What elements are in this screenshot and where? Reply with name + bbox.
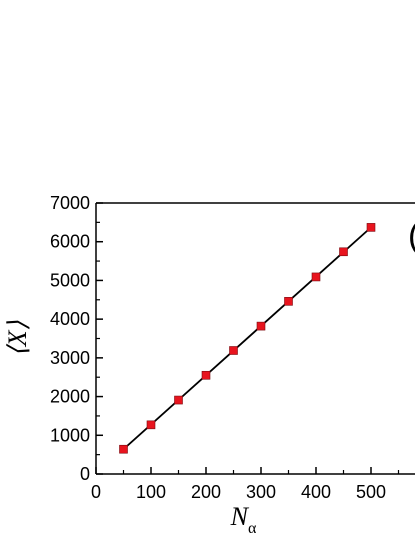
- x-axis-title: Nα: [230, 502, 257, 537]
- tick-labels: 0 100 200 300 400 500010002000300040005000600…: [50, 193, 386, 502]
- x-tick-label: 200: [191, 482, 221, 502]
- x-tick-label: 0: [91, 482, 101, 502]
- y-tick-label: 7000: [50, 193, 90, 213]
- x-axis-title-subscript: α: [248, 520, 257, 537]
- x-axis-title-main: N: [230, 502, 250, 531]
- data-point: [201, 370, 211, 380]
- x-tick-label: 500: [356, 482, 386, 502]
- ticks: [95, 202, 400, 475]
- y-tick-label: 0: [80, 464, 90, 484]
- plot-area: 0 100 200 300 400 500010002000300040005000600…: [50, 193, 415, 502]
- y-tick-label: 1000: [50, 425, 90, 445]
- y-tick-label: 3000: [50, 348, 90, 368]
- y-tick-label: 2000: [50, 387, 90, 407]
- x-tick-label: 100: [136, 482, 166, 502]
- fit-line: [122, 226, 372, 450]
- data-point: [311, 272, 321, 282]
- data-points: [119, 223, 376, 454]
- data-point: [119, 444, 128, 454]
- data-point: [284, 297, 293, 306]
- y-tick-label: 6000: [50, 232, 90, 252]
- data-point: [229, 346, 238, 355]
- x-tick-label: 300: [246, 482, 276, 502]
- data-point: [256, 321, 266, 331]
- x-tick-label: 400: [301, 482, 331, 502]
- data-point: [146, 420, 156, 430]
- y-axis-title: ⟨X⟩: [3, 320, 32, 356]
- y-tick-label: 5000: [50, 270, 90, 290]
- data-point: [174, 395, 183, 405]
- data-point: [339, 247, 348, 257]
- panel-label: (: [408, 217, 415, 255]
- y-tick-label: 4000: [50, 309, 90, 329]
- data-point: [366, 223, 376, 232]
